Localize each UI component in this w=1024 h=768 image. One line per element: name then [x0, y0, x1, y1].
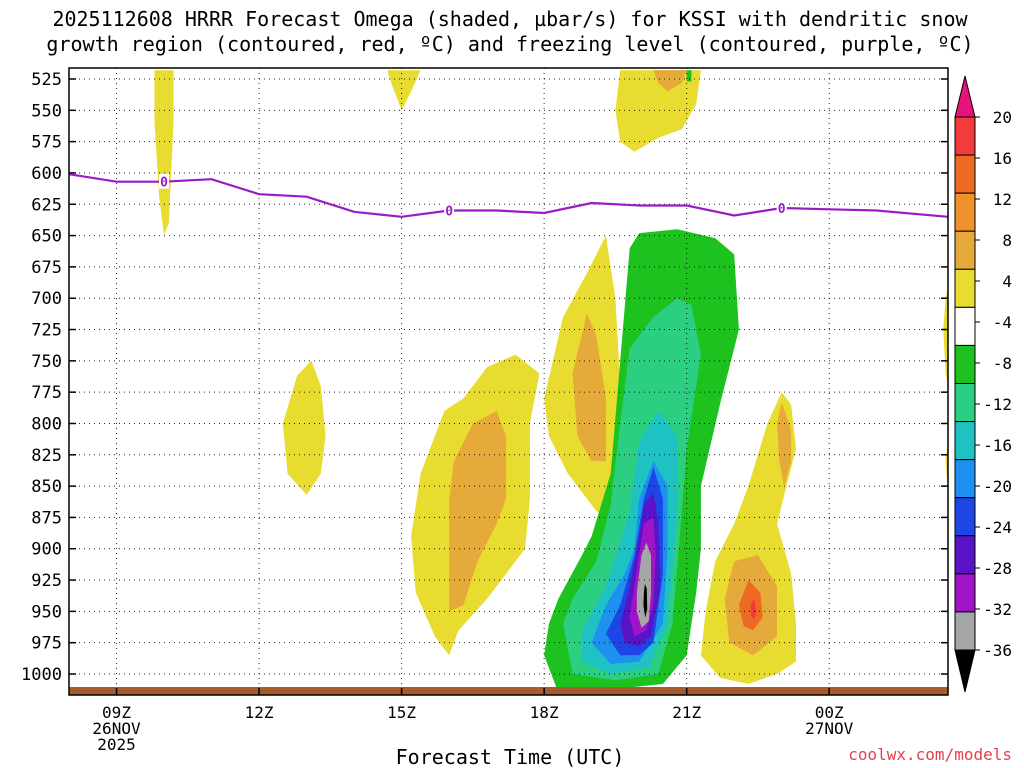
colorbar-box	[954, 192, 976, 232]
freezing-level-label: 0	[160, 176, 168, 191]
y-tick-label: 525	[31, 70, 62, 90]
y-tick-label: 650	[31, 227, 62, 247]
y-tick-label: 925	[31, 571, 62, 591]
omega-region-4	[686, 70, 692, 82]
freezing-label-bg	[776, 200, 787, 216]
colorbar-box	[954, 344, 976, 384]
y-tick-label: 700	[31, 289, 62, 309]
colorbar-box	[954, 421, 976, 461]
title-line-1: 2025112608 HRRR Forecast Omega (shaded, …	[52, 7, 968, 31]
colorbar-label: 8	[1002, 231, 1012, 250]
colorbar-box	[954, 230, 976, 270]
x-tick-label: 15Z	[387, 703, 416, 722]
x-tick-label: 00Z	[815, 703, 844, 722]
y-tick-label: 625	[31, 195, 62, 215]
colorbar-box	[954, 383, 976, 423]
colorbar-label: -32	[983, 600, 1012, 619]
x-tick-label: 27NOV	[805, 719, 854, 738]
colorbar-box	[954, 154, 976, 194]
omega-region-0	[154, 70, 174, 236]
colorbar-label: -16	[983, 436, 1012, 455]
colorbar-box	[954, 611, 976, 651]
freezing-level-line	[68, 173, 949, 218]
y-tick-label: 875	[31, 508, 62, 528]
chart-title: 2025112608 HRRR Forecast Omega (shaded, …	[46, 7, 973, 56]
freezing-level-label: 0	[445, 205, 453, 220]
x-tick-label: 09Z	[102, 703, 131, 722]
colorbar-label: -8	[993, 354, 1012, 373]
omega-region-23	[750, 598, 757, 621]
colorbar-label: 4	[1002, 272, 1012, 291]
ground-bar	[69, 687, 948, 695]
colorbar-label: -20	[983, 477, 1012, 496]
y-tick-label: 950	[31, 602, 62, 622]
omega-region-7	[449, 410, 507, 612]
y-tick-label: 575	[31, 133, 62, 153]
colorbar-box	[954, 573, 976, 613]
y-tick-label: 975	[31, 634, 62, 654]
ground-strip	[69, 687, 948, 695]
x-tick-label: 21Z	[672, 703, 701, 722]
colorbar-label: 12	[993, 190, 1012, 209]
y-tick-label: 600	[31, 164, 62, 184]
freezing-level: 0 0 0	[68, 173, 949, 220]
colorbar-label: 20	[993, 108, 1012, 127]
x-tick-label: 2025	[97, 735, 136, 754]
colorbar-top-arrow	[954, 75, 976, 118]
credit-text: coolwx.com/models	[848, 745, 1012, 764]
y-tick-label: 775	[31, 383, 62, 403]
colorbar: 20 16 12 8 4 -4 -8 -12 -16 -20 -24 -28 -32 -36	[954, 75, 1012, 693]
x-tick-label: 12Z	[245, 703, 274, 722]
colorbar-label: -12	[983, 395, 1012, 414]
freezing-label-bg	[444, 202, 455, 218]
omega-region-5	[282, 360, 326, 495]
freezing-level-label: 0	[778, 202, 786, 217]
omega-region-9	[572, 313, 606, 462]
omega-region-1	[387, 70, 421, 111]
colorbar-box	[954, 459, 976, 499]
colorbar-box	[954, 306, 976, 346]
colorbar-bottom-arrow	[954, 649, 976, 693]
y-axis: 525 550 575 600 625 650 675 700 725 750 775 800 825 8…	[21, 70, 948, 685]
colorbar-label: -4	[993, 313, 1012, 332]
colorbar-box	[954, 497, 976, 537]
y-tick-label: 750	[31, 352, 62, 372]
y-tick-label: 725	[31, 321, 62, 341]
colorbar-label: -24	[983, 518, 1012, 537]
x-tick-label: 18Z	[530, 703, 559, 722]
title-line-2: growth region (contoured, red, ºC) and f…	[46, 32, 973, 56]
omega-shading	[154, 70, 948, 693]
y-tick-label: 1000	[21, 665, 62, 685]
omega-region-2	[615, 70, 701, 152]
y-tick-label: 900	[31, 540, 62, 560]
y-tick-label: 800	[31, 414, 62, 434]
colorbar-label: 16	[993, 149, 1012, 168]
omega-region-18	[643, 583, 648, 618]
plot-frame	[68, 67, 949, 696]
y-tick-label: 550	[31, 101, 62, 121]
y-tick-label: 850	[31, 477, 62, 497]
omega-region-3	[653, 70, 687, 92]
colorbar-box	[954, 116, 976, 156]
freezing-label-bg	[159, 173, 170, 189]
x-axis-label: Forecast Time (UTC)	[396, 745, 625, 768]
y-tick-label: 825	[31, 446, 62, 466]
colorbar-label: -36	[983, 641, 1012, 660]
colorbar-label: -28	[983, 559, 1012, 578]
omega-region-17	[636, 542, 651, 628]
colorbar-box	[954, 535, 976, 575]
x-tick-label: 26NOV	[92, 719, 141, 738]
colorbar-box	[954, 268, 976, 308]
omega-region-21	[777, 402, 792, 487]
y-tick-label: 675	[31, 258, 62, 278]
